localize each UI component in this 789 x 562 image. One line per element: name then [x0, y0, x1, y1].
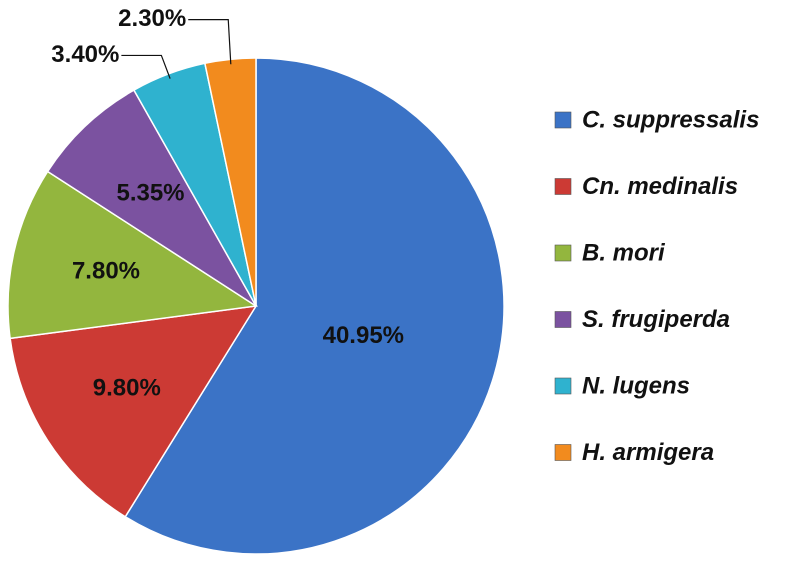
pie-slice [46, 89, 257, 307]
pie-slice [9, 305, 258, 518]
legend-swatch [554, 377, 572, 395]
legend-swatch [554, 178, 572, 195]
value-label: 3.40% [51, 41, 119, 68]
legend-label: C. suppressalis [582, 106, 759, 133]
pie-slice [124, 57, 505, 555]
legend-swatch [554, 244, 572, 262]
value-label: 9.80% [93, 375, 161, 402]
legend-label: H. armigera [582, 439, 714, 466]
legend-label: Cn. medinalis [582, 173, 738, 200]
legend-label: N. lugens [582, 372, 690, 399]
value-label: 2.30% [118, 5, 186, 32]
legend-swatch [554, 111, 572, 129]
legend-label: B. mori [582, 239, 666, 266]
value-label: 5.35% [116, 179, 184, 206]
legend-label: S. frugiperda [582, 306, 730, 333]
legend-swatch [554, 311, 572, 328]
value-label: 40.95% [323, 322, 404, 349]
leader-line [188, 19, 232, 65]
legend-swatch [554, 444, 572, 461]
pie-slice [7, 170, 259, 340]
leader-line [121, 54, 171, 79]
value-label: 7.80% [72, 258, 140, 285]
